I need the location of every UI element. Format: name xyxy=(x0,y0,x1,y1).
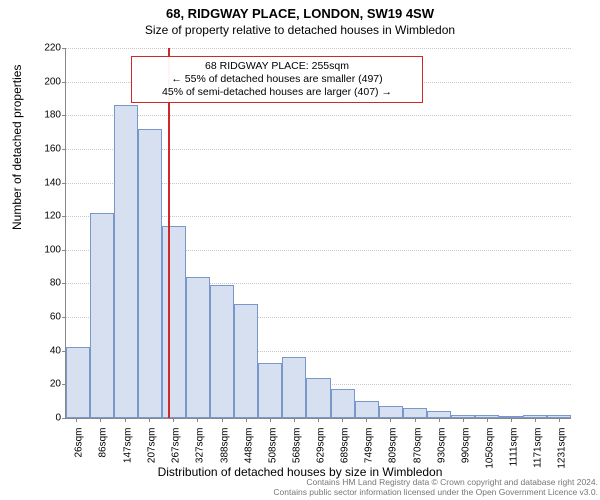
ytick-label: 100 xyxy=(21,244,61,255)
histogram-bar xyxy=(186,277,210,418)
xtick-mark xyxy=(487,418,488,422)
histogram-bar xyxy=(258,363,282,419)
ytick-label: 80 xyxy=(21,278,61,289)
xtick-mark xyxy=(294,418,295,422)
histogram-bar xyxy=(138,129,162,418)
histogram-bar xyxy=(306,378,330,418)
footer-line2: Contains public sector information licen… xyxy=(273,487,598,497)
xtick-mark xyxy=(197,418,198,422)
chart-plot-wrap: 02040608010012014016018020022068 RIDGWAY… xyxy=(65,48,570,418)
annotation-line2: ← 55% of detached houses are smaller (49… xyxy=(138,73,416,86)
histogram-bar xyxy=(379,406,403,418)
histogram-bar xyxy=(282,357,306,418)
ytick-label: 120 xyxy=(21,211,61,222)
ytick-mark xyxy=(62,418,66,419)
ytick-mark xyxy=(62,82,66,83)
ytick-mark xyxy=(62,183,66,184)
histogram-bar xyxy=(355,401,379,418)
xtick-mark xyxy=(535,418,536,422)
xtick-mark xyxy=(463,418,464,422)
ytick-label: 220 xyxy=(21,43,61,54)
gridline xyxy=(66,48,571,49)
xtick-mark xyxy=(559,418,560,422)
ytick-label: 140 xyxy=(21,177,61,188)
xtick-mark xyxy=(222,418,223,422)
xtick-mark xyxy=(270,418,271,422)
histogram-bar xyxy=(403,408,427,418)
annotation-box: 68 RIDGWAY PLACE: 255sqm← 55% of detache… xyxy=(131,56,423,103)
footer-line1: Contains HM Land Registry data © Crown c… xyxy=(306,477,598,487)
annotation-line1: 68 RIDGWAY PLACE: 255sqm xyxy=(138,60,416,73)
ytick-mark xyxy=(62,250,66,251)
plot-area: 02040608010012014016018020022068 RIDGWAY… xyxy=(65,48,571,419)
xtick-mark xyxy=(390,418,391,422)
chart-container: 68, RIDGWAY PLACE, LONDON, SW19 4SW Size… xyxy=(0,0,600,500)
xtick-mark xyxy=(246,418,247,422)
ytick-mark xyxy=(62,115,66,116)
ytick-label: 180 xyxy=(21,110,61,121)
histogram-bar xyxy=(210,285,234,418)
histogram-bar xyxy=(114,105,138,418)
ytick-label: 200 xyxy=(21,76,61,87)
ytick-mark xyxy=(62,48,66,49)
xtick-mark xyxy=(149,418,150,422)
xtick-mark xyxy=(439,418,440,422)
histogram-bar xyxy=(234,304,258,418)
ytick-label: 60 xyxy=(21,312,61,323)
xtick-mark xyxy=(342,418,343,422)
chart-title-sub: Size of property relative to detached ho… xyxy=(0,21,600,37)
xtick-mark xyxy=(76,418,77,422)
ytick-mark xyxy=(62,317,66,318)
xtick-mark xyxy=(415,418,416,422)
ytick-label: 40 xyxy=(21,345,61,356)
xtick-mark xyxy=(125,418,126,422)
xtick-mark xyxy=(366,418,367,422)
ytick-label: 0 xyxy=(21,413,61,424)
ytick-mark xyxy=(62,216,66,217)
xtick-mark xyxy=(318,418,319,422)
ytick-label: 160 xyxy=(21,143,61,154)
ytick-mark xyxy=(62,283,66,284)
xtick-mark xyxy=(511,418,512,422)
histogram-bar xyxy=(162,226,186,418)
ytick-mark xyxy=(62,149,66,150)
histogram-bar xyxy=(90,213,114,418)
ytick-label: 20 xyxy=(21,379,61,390)
histogram-bar xyxy=(427,411,451,418)
xtick-mark xyxy=(100,418,101,422)
chart-title-main: 68, RIDGWAY PLACE, LONDON, SW19 4SW xyxy=(0,0,600,21)
xtick-mark xyxy=(173,418,174,422)
footer-attribution: Contains HM Land Registry data © Crown c… xyxy=(0,478,600,498)
property-marker-line xyxy=(168,48,170,418)
annotation-line3: 45% of semi-detached houses are larger (… xyxy=(138,86,416,99)
gridline xyxy=(66,115,571,116)
histogram-bar xyxy=(331,389,355,418)
histogram-bar xyxy=(66,347,90,418)
